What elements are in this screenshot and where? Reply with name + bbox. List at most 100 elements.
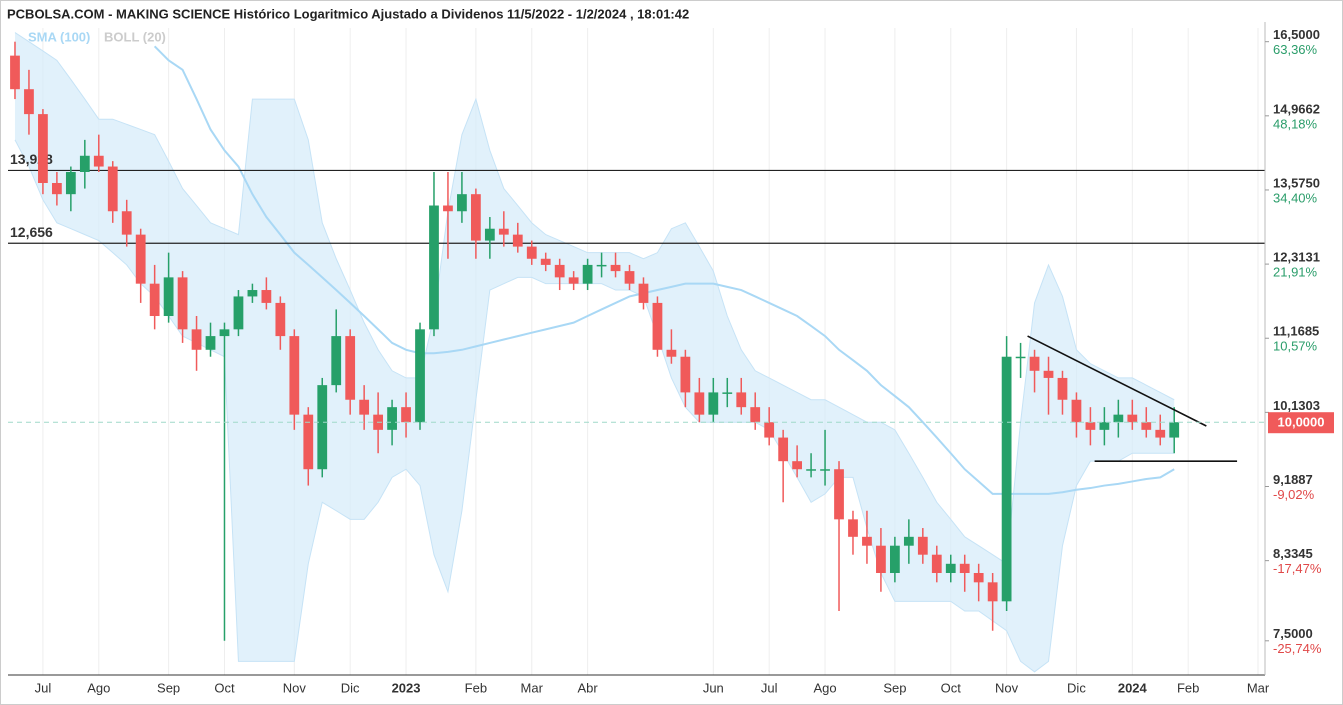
last-price-box (1268, 412, 1334, 434)
x-tick-label: Abr (577, 680, 598, 695)
x-tick-label: Sep (157, 680, 180, 695)
candle-body (303, 414, 314, 470)
candle-body (862, 536, 872, 546)
candle-body (876, 545, 886, 574)
candle-body (1071, 399, 1082, 423)
candle-body (512, 234, 523, 247)
candle-body (889, 545, 900, 574)
candle-body (1001, 356, 1012, 602)
legend-sma: SMA (100) (28, 29, 90, 44)
y-tick-label: 12,3131 (1273, 250, 1320, 265)
candle-body (219, 329, 230, 337)
candle-body (848, 519, 858, 537)
candle-body (652, 302, 663, 350)
candle-body (973, 573, 984, 583)
candle-body (65, 171, 76, 195)
candle-body (331, 336, 342, 386)
candle-body (359, 399, 370, 415)
candle-body (484, 228, 495, 241)
x-tick-label: Feb (1177, 680, 1199, 695)
y-tick-change: -25,74% (1273, 641, 1322, 656)
candle-body (247, 290, 258, 297)
y-tick-label: 7,5000 (1273, 626, 1313, 641)
candle-body (38, 114, 48, 183)
candle-body (443, 205, 453, 212)
candle-body (498, 228, 509, 235)
candle-body (834, 469, 844, 520)
candle-body (554, 264, 565, 278)
x-tick-label: Feb (465, 680, 487, 695)
bollinger-upper (14, 32, 1175, 565)
x-tick-label: Nov (283, 680, 307, 695)
candle-body (596, 264, 607, 267)
x-tick-label: Jul (761, 680, 778, 695)
candle-body (903, 536, 914, 546)
candle-body (722, 392, 733, 394)
candle-body (540, 258, 551, 265)
candle-body (694, 392, 705, 415)
x-tick-label: Mar (521, 680, 544, 695)
candle-body (624, 271, 635, 284)
candle-body (205, 336, 216, 350)
x-tick-label: 2024 (1118, 680, 1148, 695)
candle-body (610, 264, 621, 272)
candle-body (275, 302, 286, 337)
x-tick-label: Ago (87, 680, 110, 695)
level-label: 12,656 (10, 224, 53, 240)
candle-body (289, 336, 300, 415)
y-tick-label: 8,3345 (1273, 546, 1313, 561)
candle-body (820, 469, 830, 471)
candle-body (93, 155, 104, 167)
candle-body (1127, 414, 1138, 423)
x-tick-label: Mar (1247, 680, 1270, 695)
candle-body (121, 211, 132, 235)
candle-body (1043, 370, 1054, 378)
candle-body (959, 563, 970, 574)
x-tick-label: Ago (813, 680, 836, 695)
candle-body (24, 89, 34, 115)
y-tick-change: 10,57% (1273, 339, 1318, 354)
candle-body (736, 392, 747, 408)
candle-body (1057, 377, 1068, 400)
candle-body (1015, 356, 1026, 359)
y-tick-label: 10,1303 (1273, 398, 1320, 413)
y-tick-change: 63,36% (1273, 42, 1318, 57)
candle-body (750, 407, 761, 423)
x-tick-label: Oct (941, 680, 962, 695)
candle-body (526, 246, 537, 259)
candle-body (792, 461, 803, 470)
candle-body (1085, 422, 1096, 430)
legend-boll: BOLL (20) (104, 29, 166, 44)
y-tick-label: 9,1887 (1273, 472, 1313, 487)
candle-body (680, 356, 691, 393)
candle-body (945, 563, 956, 574)
candle-body (1099, 422, 1110, 430)
candle-body (233, 296, 244, 330)
candle-body (778, 437, 789, 462)
candle-body (1029, 356, 1040, 371)
candle-body (261, 290, 272, 303)
candle-body (177, 277, 188, 330)
candle-body (79, 155, 90, 172)
candle-body (666, 349, 677, 357)
x-tick-label: Jun (703, 680, 724, 695)
candle-body (107, 166, 118, 212)
y-tick-change: 21,91% (1273, 265, 1318, 280)
candle-body (191, 329, 202, 350)
candle-body (401, 407, 411, 423)
candle-body (470, 194, 481, 241)
candle-body (345, 336, 356, 400)
candle-body (806, 469, 816, 471)
candle-body (149, 283, 160, 317)
x-tick-label: 2023 (392, 680, 421, 695)
y-tick-label: 11,1685 (1273, 324, 1319, 339)
trend-line (1027, 335, 1207, 427)
candle-body (429, 205, 439, 330)
y-tick-change: 48,18% (1273, 116, 1318, 131)
candle-body (1141, 422, 1152, 430)
y-tick-label: 16,5000 (1273, 27, 1320, 42)
x-tick-label: Sep (883, 680, 906, 695)
x-tick-label: Oct (214, 680, 235, 695)
last-price-label: 10,0000 (1278, 415, 1325, 430)
